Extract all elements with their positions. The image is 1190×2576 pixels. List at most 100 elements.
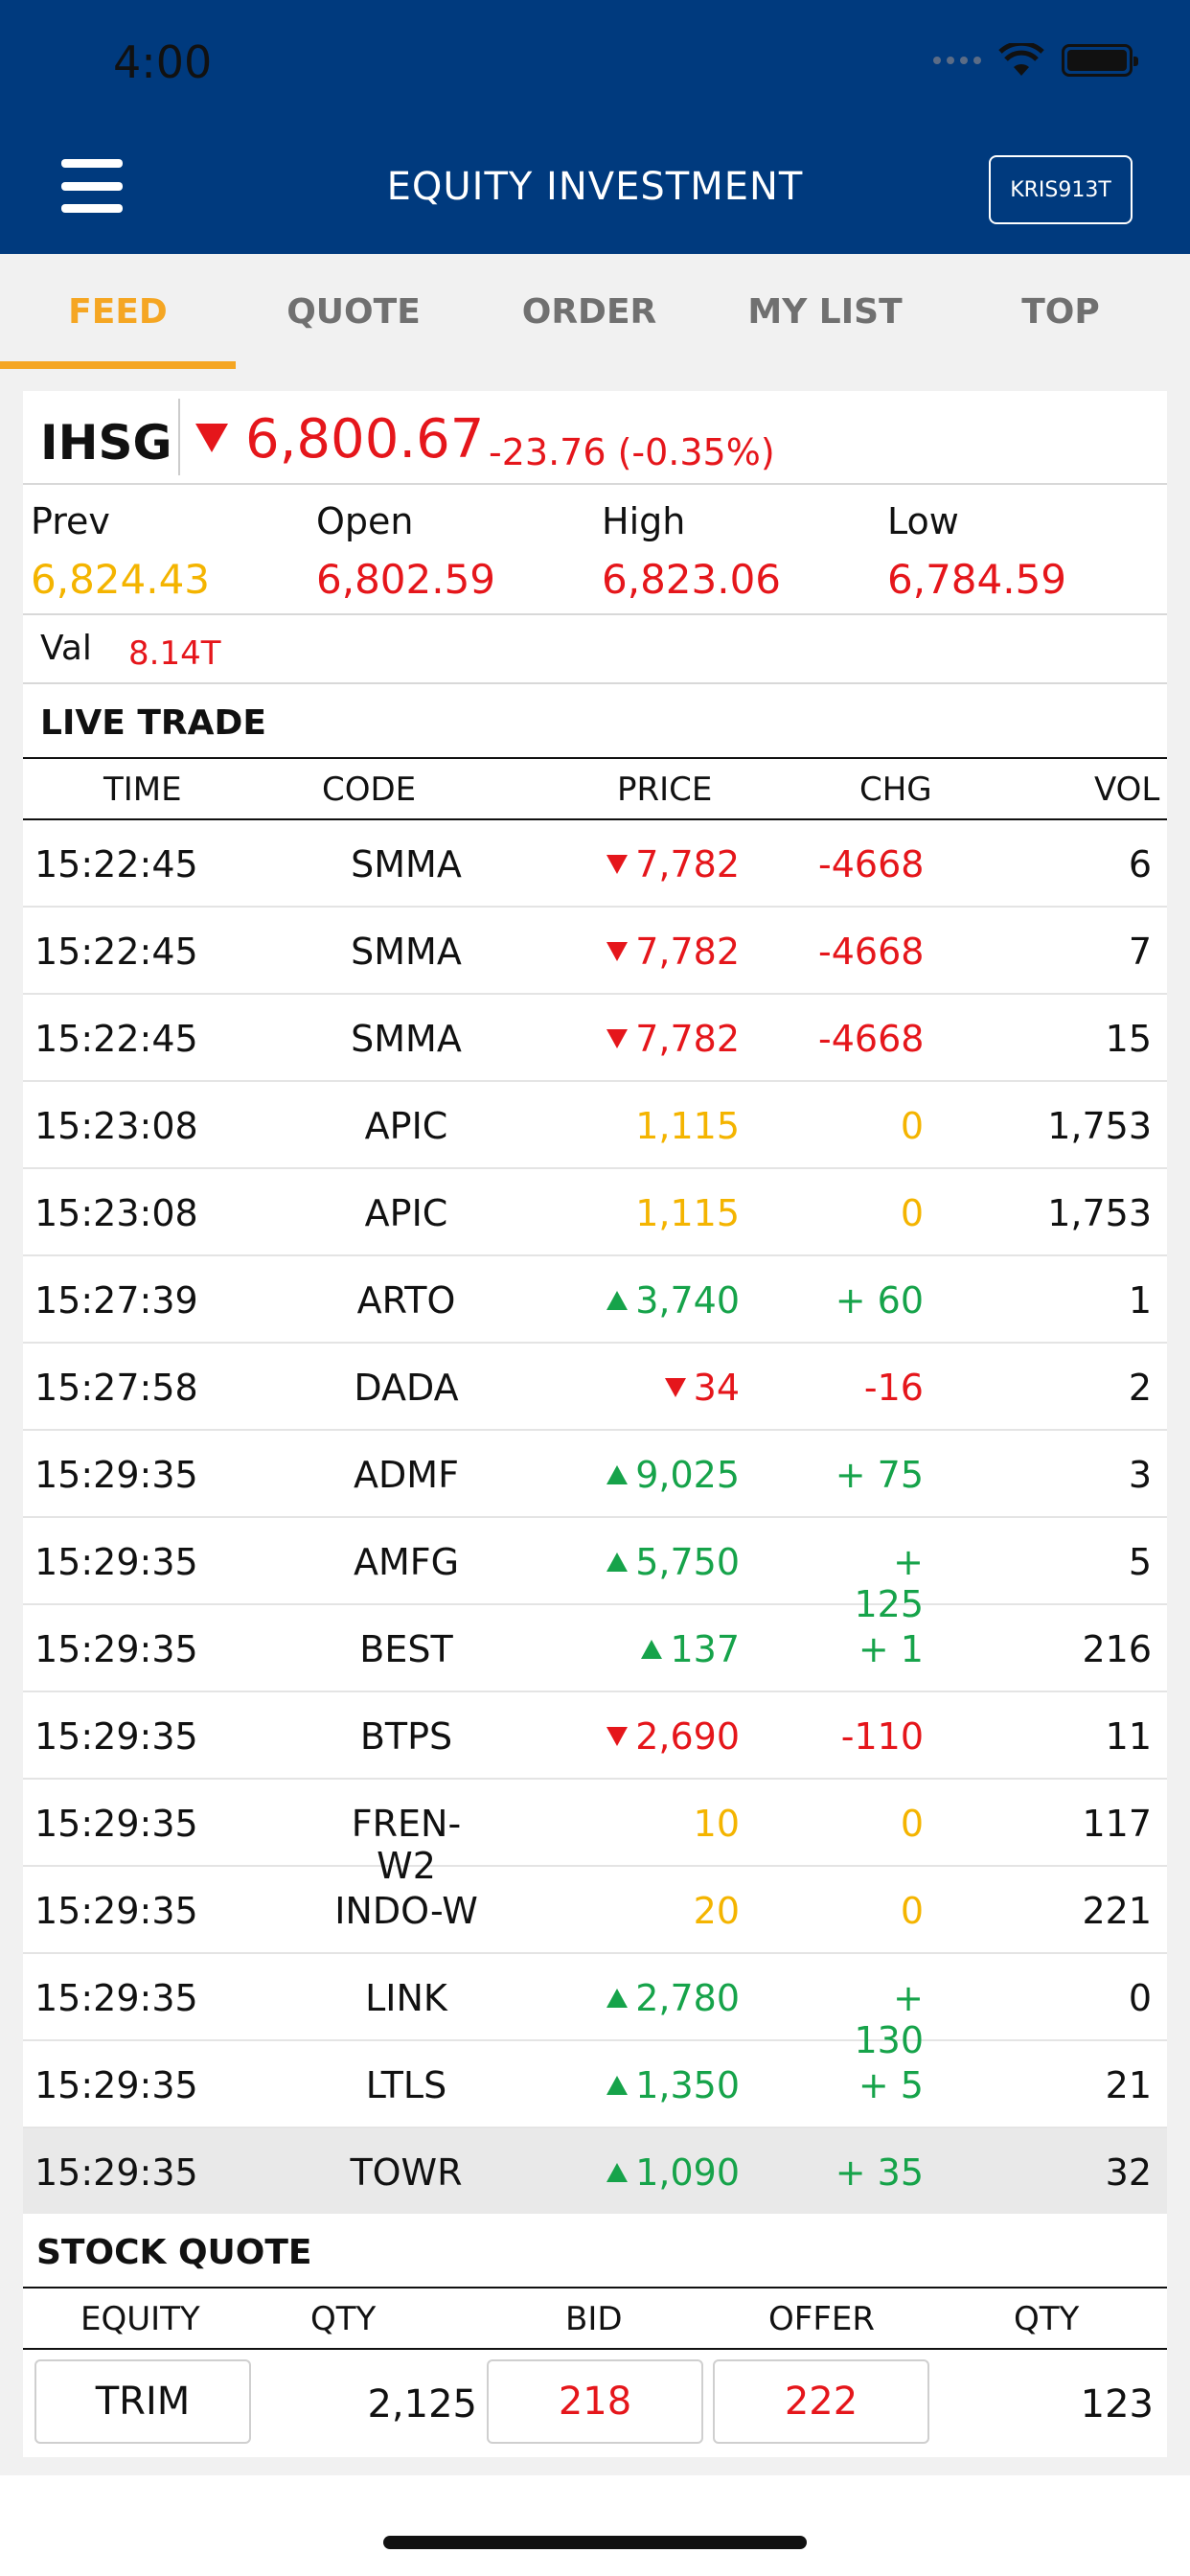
trade-price-cell: 1,090 xyxy=(598,2151,740,2194)
up-arrow-icon xyxy=(641,1640,663,1659)
col-offer-qty: QTY xyxy=(1014,2300,1080,2338)
trade-time: 15:29:35 xyxy=(34,1803,198,1845)
feed-panel: IHSG 6,800.67 -23.76 (-0.35%) Prev 6,824… xyxy=(23,391,1167,2216)
trade-price: 1,350 xyxy=(635,2064,740,2106)
battery-icon xyxy=(1062,44,1138,77)
trade-time: 15:27:58 xyxy=(34,1367,198,1409)
col-offer: OFFER xyxy=(768,2300,875,2338)
trade-price: 2,780 xyxy=(635,1977,740,2019)
trade-row[interactable]: 15:23:08 APIC 1,115 0 1,753 xyxy=(23,1082,1167,1169)
trade-change: + 5 xyxy=(858,2064,924,2106)
trade-row[interactable]: 15:29:35 ADMF 9,025 + 75 3 xyxy=(23,1431,1167,1518)
trade-price: 9,025 xyxy=(635,1454,740,1496)
trade-code: FREN-W2 xyxy=(351,1803,462,1887)
trade-price-cell: 3,740 xyxy=(598,1279,740,1322)
val-label: Val xyxy=(40,629,92,668)
trade-change: -4668 xyxy=(818,843,925,886)
trade-row[interactable]: 15:27:39 ARTO 3,740 + 60 1 xyxy=(23,1256,1167,1344)
trade-volume: 11 xyxy=(1105,1715,1152,1758)
trade-volume: 1,753 xyxy=(1047,1105,1152,1147)
equity-code-box[interactable]: TRIM xyxy=(34,2359,251,2444)
trade-price-cell: 2,690 xyxy=(598,1715,740,1758)
live-trade-header: TIME CODE PRICE CHG VOL xyxy=(23,757,1167,820)
prev-stat: Prev 6,824.43 xyxy=(31,500,210,603)
bid-price-box[interactable]: 218 xyxy=(487,2359,703,2444)
trade-code: TOWR xyxy=(350,2151,463,2194)
trade-price: 5,750 xyxy=(635,1541,740,1583)
trade-price: 34 xyxy=(693,1367,740,1409)
trade-price-cell: 7,782 xyxy=(598,931,740,973)
prev-label: Prev xyxy=(31,500,110,542)
high-stat: High 6,823.06 xyxy=(602,500,781,603)
trade-row[interactable]: 15:22:45 SMMA 7,782 -4668 15 xyxy=(23,995,1167,1082)
trade-row[interactable]: 15:29:35 LTLS 1,350 + 5 21 xyxy=(23,2041,1167,2128)
trade-code: LINK xyxy=(365,1977,447,2019)
trade-row[interactable]: 15:29:35 BEST 137 + 1 216 xyxy=(23,1605,1167,1692)
trade-change: + 130 xyxy=(854,1977,924,2061)
down-arrow-icon xyxy=(606,1727,629,1746)
trade-row[interactable]: 15:23:08 APIC 1,115 0 1,753 xyxy=(23,1169,1167,1256)
trade-volume: 32 xyxy=(1105,2151,1152,2194)
trade-row[interactable]: 15:22:45 SMMA 7,782 -4668 7 xyxy=(23,908,1167,995)
trade-volume: 216 xyxy=(1082,1628,1152,1670)
tab-my-list[interactable]: MY LIST xyxy=(747,291,903,332)
tab-quote[interactable]: QUOTE xyxy=(286,291,421,332)
trade-volume: 2 xyxy=(1128,1367,1152,1409)
trade-time: 15:29:35 xyxy=(34,1890,198,1932)
trade-change: -110 xyxy=(840,1715,924,1758)
trade-price: 7,782 xyxy=(635,931,740,973)
home-indicator xyxy=(383,2536,807,2549)
trade-price-cell: 1,115 xyxy=(598,1105,740,1147)
trade-row[interactable]: 15:29:35 TOWR 1,090 + 35 32 xyxy=(23,2128,1167,2216)
status-time: 4:00 xyxy=(113,36,213,88)
menu-icon[interactable] xyxy=(61,159,123,213)
tab-bar: FEED QUOTE ORDER MY LIST TOP xyxy=(0,254,1190,369)
tab-feed[interactable]: FEED xyxy=(0,254,236,369)
col-time: TIME xyxy=(103,770,182,809)
trade-row[interactable]: 15:29:35 AMFG 5,750 + 125 5 xyxy=(23,1518,1167,1625)
trade-price-cell: 7,782 xyxy=(598,843,740,886)
low-label: Low xyxy=(887,500,959,542)
offer-price-box[interactable]: 222 xyxy=(713,2359,929,2444)
trade-change: + 60 xyxy=(835,1279,924,1322)
trade-change: -4668 xyxy=(818,1018,925,1060)
low-stat: Low 6,784.59 xyxy=(887,500,1066,603)
trade-row[interactable]: 15:29:35 FREN-W2 10 0 117 xyxy=(23,1780,1167,1887)
trade-price-cell: 5,750 xyxy=(598,1541,740,1583)
tab-order[interactable]: ORDER xyxy=(521,291,657,332)
trade-price: 1,090 xyxy=(635,2151,740,2194)
trade-change: + 75 xyxy=(835,1454,924,1496)
tab-top[interactable]: TOP xyxy=(1021,291,1100,332)
col-equity: EQUITY xyxy=(80,2300,200,2338)
offer-qty: 123 xyxy=(1080,2382,1154,2426)
trade-price: 2,690 xyxy=(635,1715,740,1758)
trade-change: + 1 xyxy=(858,1628,924,1670)
up-arrow-icon xyxy=(606,1989,629,2008)
bid-qty: 2,125 xyxy=(367,2382,477,2426)
trade-volume: 21 xyxy=(1105,2064,1152,2106)
trade-row[interactable]: 15:29:35 INDO-W 20 0 221 xyxy=(23,1867,1167,1954)
trade-price-cell: 9,025 xyxy=(598,1454,740,1496)
trade-volume: 5 xyxy=(1128,1541,1152,1583)
trade-code: APIC xyxy=(364,1105,448,1147)
account-button[interactable]: KRIS913T xyxy=(989,155,1133,224)
trade-price-cell: 2,780 xyxy=(598,1977,740,2019)
trade-code: BEST xyxy=(359,1628,453,1670)
index-summary[interactable]: IHSG 6,800.67 -23.76 (-0.35%) xyxy=(23,391,1167,485)
trade-row[interactable]: 15:29:35 BTPS 2,690 -110 11 xyxy=(23,1692,1167,1780)
trade-volume: 1 xyxy=(1128,1279,1152,1322)
value-row: Val 8.14T xyxy=(23,615,1167,684)
trade-time: 15:29:35 xyxy=(34,2151,198,2194)
divider xyxy=(178,399,180,475)
trade-price: 1,115 xyxy=(635,1192,740,1234)
trade-time: 15:27:39 xyxy=(34,1279,198,1322)
high-value: 6,823.06 xyxy=(602,556,782,603)
trade-row[interactable]: 15:29:35 LINK 2,780 + 130 0 xyxy=(23,1954,1167,2061)
trade-code: SMMA xyxy=(351,1018,462,1060)
trade-row[interactable]: 15:27:58 DADA 34 -16 2 xyxy=(23,1344,1167,1431)
up-arrow-icon xyxy=(606,2163,629,2182)
down-arrow-icon xyxy=(664,1378,686,1397)
trade-time: 15:22:45 xyxy=(34,843,198,886)
trade-row[interactable]: 15:22:45 SMMA 7,782 -4668 6 xyxy=(23,820,1167,908)
trade-price-cell: 1,115 xyxy=(598,1192,740,1234)
